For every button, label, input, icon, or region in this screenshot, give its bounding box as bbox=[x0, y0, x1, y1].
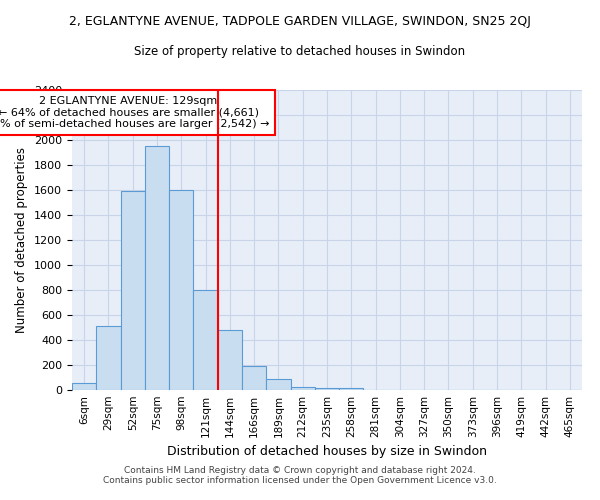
Text: 2, EGLANTYNE AVENUE, TADPOLE GARDEN VILLAGE, SWINDON, SN25 2QJ: 2, EGLANTYNE AVENUE, TADPOLE GARDEN VILL… bbox=[69, 15, 531, 28]
Y-axis label: Number of detached properties: Number of detached properties bbox=[16, 147, 28, 333]
Bar bbox=[315, 388, 339, 390]
Bar bbox=[218, 330, 242, 390]
X-axis label: Distribution of detached houses by size in Swindon: Distribution of detached houses by size … bbox=[167, 446, 487, 458]
Bar bbox=[96, 326, 121, 390]
Bar bbox=[339, 388, 364, 390]
Bar bbox=[121, 191, 145, 390]
Bar bbox=[72, 383, 96, 390]
Bar bbox=[193, 290, 218, 390]
Text: 2 EGLANTYNE AVENUE: 129sqm
← 64% of detached houses are smaller (4,661)
35% of s: 2 EGLANTYNE AVENUE: 129sqm ← 64% of deta… bbox=[0, 96, 270, 129]
Bar bbox=[242, 366, 266, 390]
Text: Size of property relative to detached houses in Swindon: Size of property relative to detached ho… bbox=[134, 45, 466, 58]
Bar bbox=[145, 146, 169, 390]
Bar bbox=[290, 387, 315, 390]
Bar bbox=[169, 190, 193, 390]
Text: Contains HM Land Registry data © Crown copyright and database right 2024.
Contai: Contains HM Land Registry data © Crown c… bbox=[103, 466, 497, 485]
Bar bbox=[266, 379, 290, 390]
